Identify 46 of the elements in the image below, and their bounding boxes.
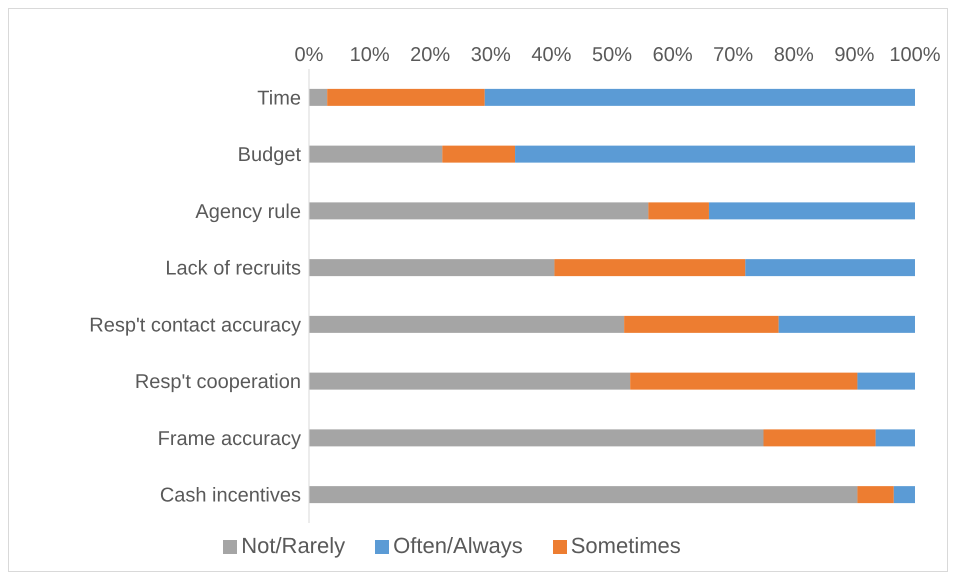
y-tick-label: Lack of recruits bbox=[165, 258, 301, 280]
bar bbox=[484, 88, 915, 106]
bar bbox=[309, 202, 648, 220]
bar bbox=[778, 316, 915, 333]
bar bbox=[309, 259, 554, 276]
bar bbox=[648, 202, 709, 220]
bar bbox=[327, 88, 485, 106]
legend-label: Sometimes bbox=[570, 533, 681, 558]
bar bbox=[624, 316, 779, 333]
y-tick-label: Cash incentives bbox=[160, 484, 301, 507]
bar bbox=[309, 88, 328, 106]
y-tick-label: Frame accuracy bbox=[158, 428, 301, 450]
bar bbox=[764, 429, 876, 446]
bar bbox=[442, 146, 516, 163]
bar bbox=[857, 486, 894, 504]
x-tick-label: 90% bbox=[834, 44, 875, 66]
bar bbox=[309, 429, 764, 446]
legend-label: Not/Rarely bbox=[241, 533, 346, 558]
x-tick-label: 70% bbox=[713, 44, 754, 66]
bar bbox=[309, 372, 630, 390]
x-tick-label: 0% bbox=[294, 44, 324, 66]
y-tick-label: Agency rule bbox=[195, 200, 301, 223]
y-tick-label: Time bbox=[257, 87, 301, 110]
y-tick-label: Budget bbox=[238, 144, 302, 166]
y-tick-label: Resp't contact accuracy bbox=[89, 314, 301, 336]
bar bbox=[554, 259, 746, 276]
x-tick-label: 40% bbox=[531, 44, 572, 66]
x-tick-label: 60% bbox=[652, 44, 693, 66]
bar bbox=[630, 372, 858, 390]
bar bbox=[309, 316, 624, 333]
legend-label: Often/Always bbox=[393, 533, 523, 558]
x-tick-label: 80% bbox=[774, 44, 814, 66]
x-tick-label: 100% bbox=[889, 44, 941, 66]
bar bbox=[708, 202, 915, 220]
y-tick-label: Resp't cooperation bbox=[134, 371, 301, 394]
bar bbox=[745, 259, 915, 276]
bar bbox=[876, 429, 915, 446]
x-tick-label: 30% bbox=[470, 44, 512, 66]
bar bbox=[309, 486, 858, 504]
bar bbox=[515, 146, 915, 163]
x-tick-label: 10% bbox=[350, 44, 390, 66]
bar bbox=[309, 146, 442, 163]
x-tick-label: 20% bbox=[410, 44, 450, 66]
bar bbox=[857, 372, 915, 390]
bar bbox=[894, 486, 915, 504]
x-tick-label: 50% bbox=[592, 44, 632, 66]
